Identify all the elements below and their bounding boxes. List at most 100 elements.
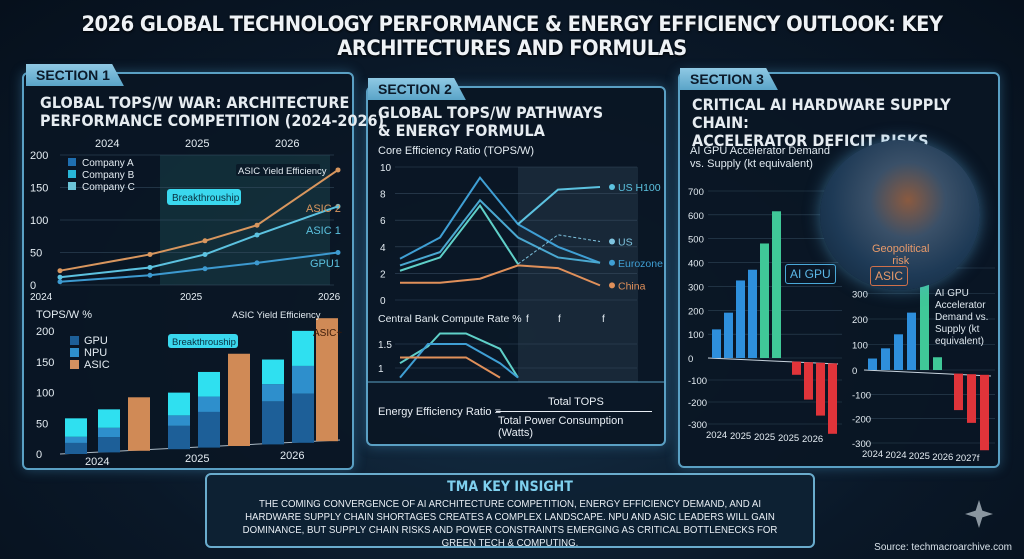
y-tick-label: 200 <box>30 150 48 162</box>
x-tick-label: 2024 <box>885 450 906 461</box>
x-tick-label: 2025 <box>754 432 775 443</box>
annotation-gpu1: GPU1 <box>310 258 340 270</box>
y-tick-label: 600 <box>688 211 704 222</box>
legend-label: GPU <box>84 335 108 347</box>
stacked-bar-segment <box>292 365 314 394</box>
section-3-title: CRITICAL AI HARDWARE SUPPLY CHAIN: ACCELE… <box>692 96 991 150</box>
gpu-chart-title: AI GPU Accelerator Demand vs. Supply (kt… <box>690 145 831 170</box>
y-tick-label: 100 <box>852 341 868 352</box>
data-point <box>254 222 260 228</box>
annotation-asic-2: ASIC 2 <box>306 203 341 215</box>
x-tick-label: 2026 <box>318 292 341 303</box>
year-label: 2026 <box>275 138 299 150</box>
y-tick-label: -300 <box>688 420 707 431</box>
deficit-bar <box>804 362 813 400</box>
x-tick-label: 2026 <box>802 434 823 445</box>
data-point <box>57 268 63 274</box>
surplus-bar <box>772 211 781 358</box>
y-tick-label: 150 <box>36 357 54 369</box>
title-line: CRITICAL AI HARDWARE SUPPLY CHAIN: <box>692 95 951 132</box>
stacked-bar-segment <box>98 409 120 428</box>
series-line <box>400 356 501 379</box>
fraction-bar <box>496 411 652 412</box>
breakthrough-label: Breakthrouship <box>172 337 236 348</box>
label-line: Geopolitical <box>872 243 930 255</box>
insight-text: THE COMING CONVERGENCE OF AI ARCHITECTUR… <box>242 498 778 549</box>
stacked-bar-segment <box>65 418 87 437</box>
section-1-tab: SECTION 1 <box>26 64 124 86</box>
data-point <box>202 266 208 272</box>
forecast-mark: f <box>558 314 561 325</box>
stacked-bar-segment <box>98 427 120 438</box>
stacked-bar-segment <box>98 437 120 453</box>
x-tick-label: 2025 <box>778 433 799 444</box>
legend-swatch <box>70 348 79 357</box>
year-label: 2024 <box>95 138 119 150</box>
section-3-tab: SECTION 3 <box>680 68 778 90</box>
series-label: US H100 <box>618 182 661 194</box>
stacked-bar-segment <box>198 371 220 397</box>
legend-label: NPU <box>84 347 107 359</box>
formula-lhs: Energy Efficiency Ratio = <box>378 406 501 418</box>
legend-swatch <box>70 360 79 369</box>
data-point <box>202 238 208 244</box>
x-tick-label: 2025 <box>730 431 751 442</box>
data-point <box>57 279 63 285</box>
y-tick-label: 100 <box>30 215 48 227</box>
y-tick-label: 1 <box>378 364 384 375</box>
x-tick-label: 2027f <box>956 453 980 464</box>
stacked-bar-segment <box>292 330 314 366</box>
surplus-bar <box>907 312 916 370</box>
breakthrough-callout <box>167 189 241 205</box>
y-tick-label: 0 <box>852 366 857 377</box>
stacked-bar-segment <box>168 425 190 450</box>
geopolitical-risk-label: Geopolitical risk <box>872 243 929 267</box>
surplus-bar <box>712 329 721 358</box>
surplus-bar <box>724 312 733 358</box>
asic-bar <box>128 397 150 451</box>
series-label: US <box>618 236 633 248</box>
title-line: PERFORMANCE COMPETITION (2024-2026) <box>40 111 385 130</box>
data-point <box>57 274 63 280</box>
y-tick-label: 300 <box>688 282 704 293</box>
legend-swatch <box>68 182 76 190</box>
forecast-mark: f <box>526 314 529 325</box>
source-credit: Source: techmacroarchive.com <box>874 542 1012 553</box>
y-tick-label: -200 <box>852 415 871 426</box>
y-tick-label: 50 <box>36 418 48 430</box>
data-point <box>335 167 341 173</box>
insight-heading: TMA KEY INSIGHT <box>447 479 573 495</box>
annotation-asic-plus: ASIC+ <box>313 328 342 339</box>
breakthrough-label: Breakthrouship <box>172 193 240 204</box>
x-tick-label: 2025 <box>180 292 203 303</box>
asic-chart-title: AI GPU Accelerator Demand vs. Supply (kt… <box>935 288 989 347</box>
annotation-asic-yield: ASIC Yield Efficiency <box>238 166 327 177</box>
y-tick-label: -100 <box>688 376 707 387</box>
series-line <box>517 234 601 265</box>
legend-label: Company B <box>82 170 135 181</box>
series-line <box>399 198 601 267</box>
surplus-bar <box>894 334 903 370</box>
y-axis-label: Core Efficiency Ratio (TOPS/W) <box>378 145 534 157</box>
y-tick-label: 0 <box>380 296 386 307</box>
y-tick-label: -200 <box>688 398 707 409</box>
deficit-bar <box>980 374 989 451</box>
data-point <box>147 264 153 270</box>
series-line <box>399 343 519 379</box>
y-tick-label: 300 <box>852 290 868 301</box>
y-tick-label: 200 <box>852 315 868 326</box>
series-end-marker <box>609 259 615 266</box>
section-1-title: GLOBAL TOPS/W WAR: ARCHITECTURE PERFORMAN… <box>40 94 384 130</box>
asic-legend: ASIC <box>870 266 909 286</box>
y-tick-label: 700 <box>688 187 704 198</box>
y-tick-label: 0 <box>688 354 693 365</box>
stacked-bar-segment <box>292 393 314 443</box>
title-line: & ENERGY FORMULA <box>378 121 545 140</box>
y-tick-label: 8 <box>380 190 386 201</box>
label-line: risk <box>892 255 910 267</box>
y-tick-label: 0 <box>36 449 42 461</box>
legend-swatch <box>70 336 79 345</box>
y-tick-label: 150 <box>30 183 48 195</box>
series-end-marker <box>609 183 615 190</box>
surplus-bar <box>933 357 942 370</box>
